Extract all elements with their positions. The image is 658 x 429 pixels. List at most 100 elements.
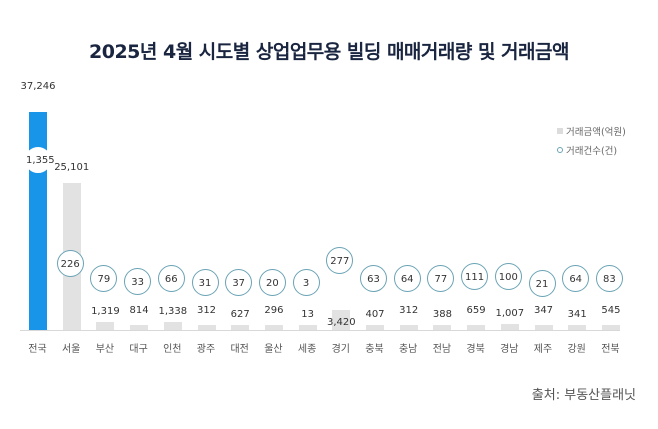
amount-label: 25,101 [54,162,90,173]
chart-column: 347 21 [526,95,561,330]
chart-column: 312 64 [391,95,426,330]
amount-label: 1,319 [91,306,120,318]
square-marker-icon [557,127,563,134]
chart-column: 627 37 [222,95,257,330]
category-label: 강원 [567,344,586,355]
category-label: 충북 [365,344,384,355]
amount-bar [433,325,452,330]
count-bubble: 64 [393,265,421,292]
amount-label: 13 [301,309,314,320]
chart-column: 407 63 [357,95,392,330]
category-label: 경북 [466,344,485,355]
chart-column: 13 3 [290,95,325,330]
chart-title: 2025년 4월 시도별 상업업무용 빌딩 매매거래량 및 거래금액 [89,41,569,63]
amount-label: 545 [601,305,621,316]
amount-bar [264,325,283,330]
amount-bar [163,322,182,330]
legend-item-count: 거래건수(건) [557,140,626,159]
plot-area: 37,246 1,355 25,101 226 1,319 79 814 33 1,338 66 3… [20,81,640,330]
amount-bar [298,325,317,330]
count-bubble: 33 [124,268,152,295]
amount-bar [197,325,216,330]
count-bubble: 31 [191,269,219,296]
amount-label: 341 [567,309,587,320]
chart-column: 312 31 [189,95,224,330]
chart-column: 341 64 [559,95,594,330]
category-label: 울산 [264,344,283,355]
amount-bar [366,325,384,330]
legend-count-label: 거래건수(건) [566,145,618,157]
count-bubble: 111 [461,263,489,290]
chart-column: 3,420 277 [323,95,358,330]
amount-bar [96,322,115,330]
category-label: 경남 [500,344,519,355]
count-bubble: 37 [225,269,253,296]
legend: 거래금액(억원) 거래건수(건) [557,121,626,159]
count-bubble: 20 [258,269,286,296]
chart-column: 659 111 [458,95,493,330]
chart-column: 296 20 [256,95,291,330]
amount-bar [332,310,351,330]
count-bubble: 83 [595,265,623,292]
amount-label: 1,338 [158,306,188,318]
category-label: 인천 [163,344,182,355]
chart-column: 37,246 1,355 [20,81,56,330]
category-label: 부산 [95,344,115,355]
category-label: 경기 [331,344,350,355]
count-bubble: 77 [427,265,455,292]
legend-item-amount: 거래금액(억원) [557,121,626,140]
count-bubble: 226 [56,250,84,277]
amount-label: 347 [533,305,554,316]
count-bubble: 21 [528,270,556,297]
count-bubble: 79 [90,265,118,292]
category-label: 광주 [196,344,216,355]
amount-bar [130,325,149,330]
chart-column: 814 33 [121,95,156,330]
category-label: 제주 [533,344,553,355]
amount-bar [467,325,486,330]
category-label: 충남 [398,344,418,355]
category-label: 대구 [129,344,148,355]
amount-label: 312 [399,305,419,316]
amount-label: 814 [129,305,149,316]
circle-marker-icon [557,146,563,153]
amount-bar [500,324,519,330]
amount-bar [534,325,553,330]
category-label: 대전 [230,344,249,355]
amount-label: 312 [196,305,217,316]
chart-column: 388 77 [424,95,459,330]
amount-label: 1,007 [495,308,525,320]
category-label: 전북 [601,344,620,355]
chart-column: 25,101 226 [54,95,89,330]
count-bubble: 66 [157,265,185,292]
amount-bar [568,325,587,330]
count-bubble: 1,355 [25,147,55,173]
category-label: 전남 [432,344,452,355]
amount-label: 659 [466,305,486,316]
amount-label: 627 [230,309,250,320]
amount-label: 407 [365,309,385,320]
count-bubble: 277 [326,247,354,274]
category-label: 서울 [61,344,81,355]
amount-bar [29,112,47,330]
chart-column: 1,007 100 [492,95,527,330]
amount-label: 37,246 [20,81,56,92]
count-bubble: 64 [562,265,590,292]
source-note: 출처: 부동산플래닛 [531,388,636,403]
legend-amount-label: 거래금액(억원) [566,126,626,138]
category-label: 세종 [297,344,317,355]
chart-column: 1,338 66 [155,95,190,330]
amount-bar [399,325,418,330]
chart-column: 1,319 79 [87,95,122,330]
x-axis-line [20,330,620,331]
count-bubble: 3 [292,269,320,296]
category-label: 전국 [28,344,47,355]
amount-label: 388 [432,309,452,320]
count-bubble: 100 [494,263,522,290]
amount-bar [231,325,250,330]
amount-label: 3,420 [326,317,356,328]
chart-column: 545 83 [593,95,628,330]
amount-bar [601,325,620,330]
count-bubble: 63 [360,265,387,292]
amount-label: 296 [264,305,284,316]
